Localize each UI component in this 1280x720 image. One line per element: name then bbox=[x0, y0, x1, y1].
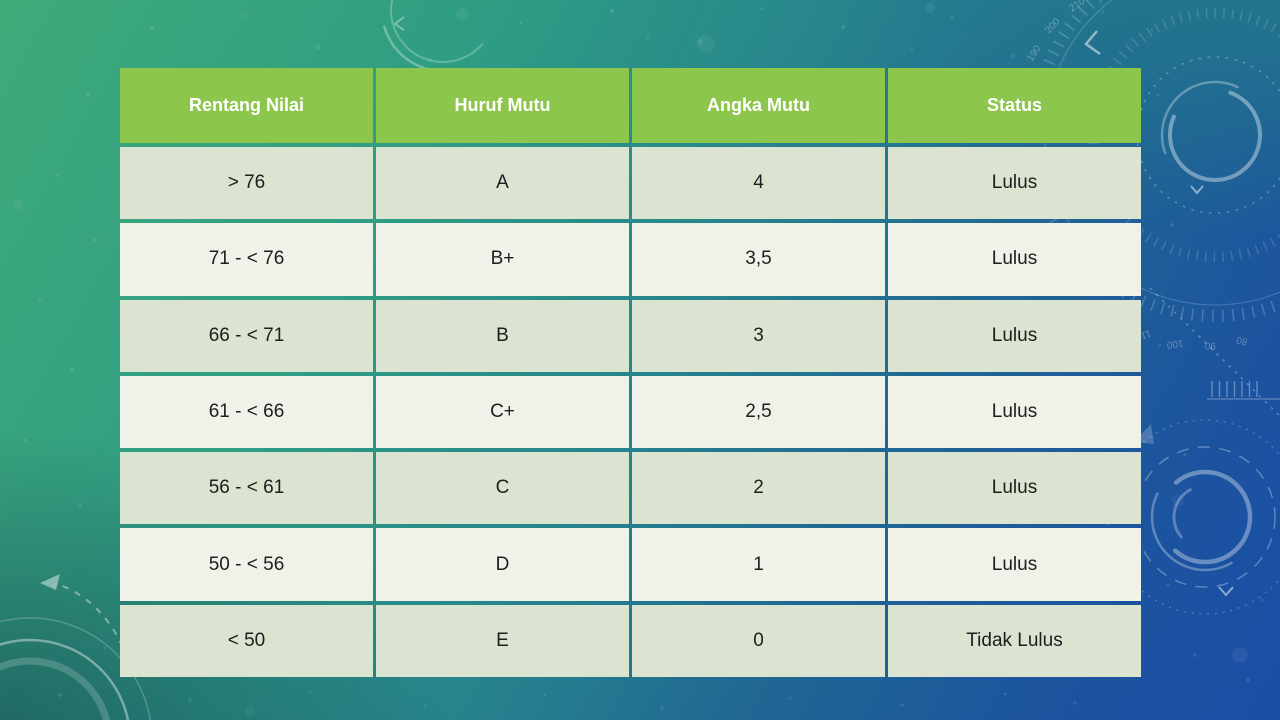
chevron-down-icon bbox=[1190, 185, 1204, 195]
table-cell: E bbox=[376, 604, 629, 677]
table-cell: B+ bbox=[376, 223, 629, 296]
table-cell: < 50 bbox=[120, 604, 373, 677]
column-header: Status bbox=[888, 68, 1141, 143]
chevron-down-icon bbox=[1218, 586, 1234, 597]
table-cell: Lulus bbox=[888, 375, 1141, 449]
table-cell: 61 - < 66 bbox=[120, 375, 373, 449]
svg-text:80: 80 bbox=[1235, 334, 1249, 347]
ruler-ticks bbox=[1211, 381, 1258, 397]
table-cell: Lulus bbox=[888, 147, 1141, 220]
table-cell: 2 bbox=[632, 452, 885, 525]
table-cell: 50 - < 56 bbox=[120, 528, 373, 601]
svg-text:210: 210 bbox=[1067, 0, 1087, 14]
table-cell: > 76 bbox=[120, 147, 373, 220]
svg-text:200: 200 bbox=[1043, 16, 1063, 36]
svg-text:100: 100 bbox=[1166, 337, 1184, 350]
table-cell: 0 bbox=[632, 604, 885, 677]
column-header: Rentang Nilai bbox=[120, 68, 373, 143]
table-cell: Lulus bbox=[888, 299, 1141, 372]
table-cell: 1 bbox=[632, 528, 885, 601]
table-cell: 71 - < 76 bbox=[120, 223, 373, 296]
svg-text:190: 190 bbox=[1025, 43, 1043, 63]
table-cell: A bbox=[376, 147, 629, 220]
grade-table: Rentang Nilai Huruf Mutu Angka Mutu Status … bbox=[120, 68, 1141, 677]
chevron-up-left-icon bbox=[1084, 30, 1101, 56]
table-cell: 4 bbox=[632, 147, 885, 220]
table-cell: 3 bbox=[632, 299, 885, 372]
arrowhead-icon bbox=[40, 574, 60, 590]
svg-text:90: 90 bbox=[1204, 340, 1216, 351]
column-header: Angka Mutu bbox=[632, 68, 885, 143]
table-cell: 3,5 bbox=[632, 223, 885, 296]
column-header: Huruf Mutu bbox=[376, 68, 629, 143]
table-cell: Lulus bbox=[888, 528, 1141, 601]
table-cell: Tidak Lulus bbox=[888, 604, 1141, 677]
table-cell: B bbox=[376, 299, 629, 372]
table-cell: 66 - < 71 bbox=[120, 299, 373, 372]
table-cell: Lulus bbox=[888, 223, 1141, 296]
chevron-left-icon bbox=[393, 16, 405, 31]
table-cell: C+ bbox=[376, 375, 629, 449]
table-cell: 56 - < 61 bbox=[120, 452, 373, 525]
table-cell: 2,5 bbox=[632, 375, 885, 449]
table-cell: C bbox=[376, 452, 629, 525]
table-cell: D bbox=[376, 528, 629, 601]
table-cell: Lulus bbox=[888, 452, 1141, 525]
